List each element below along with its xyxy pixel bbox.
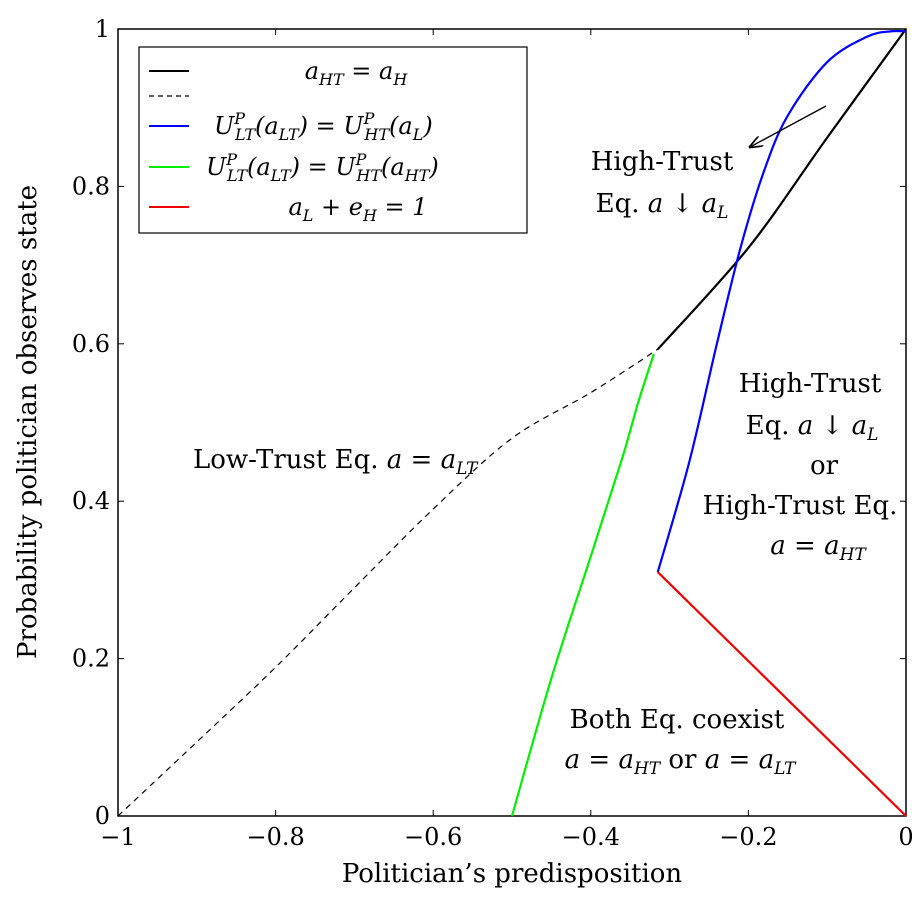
x-tick-label: −0.2: [719, 823, 777, 851]
y-tick-label: 0.4: [72, 487, 110, 515]
legend-box: [138, 46, 528, 234]
legend: aHT = aH UP LT(aLT) = UP HT(aL) UP LT(aLT) …: [138, 46, 528, 234]
y-axis-label: Probability politician observes state: [13, 185, 43, 659]
legend-label-4: aL + eH = 1: [288, 193, 427, 225]
series-blue-boundary: [656, 29, 907, 573]
annotation-line: or: [810, 451, 839, 481]
annotation-high-trust-middle: High-Trust Eq. a ↓ aL or High-Trust Eq. …: [703, 369, 898, 565]
annotation-both-eq: Both Eq. coexist a = aHT or a = aLT: [565, 705, 797, 779]
y-tick-label: 0.8: [72, 172, 110, 200]
annotation-arrow: [750, 105, 827, 147]
x-tick-label: −0.4: [562, 823, 620, 851]
x-tick-label: 0: [898, 823, 912, 851]
annotation-line: Both Eq. coexist: [570, 705, 785, 735]
annotation-line: Eq. a ↓ aL: [746, 411, 879, 445]
annotation-line: Low-Trust Eq. a = aLT: [193, 445, 479, 479]
annotation-line: High-Trust: [591, 147, 734, 177]
axis-ticks: −1 −0.8 −0.6 −0.4 −0.2 0 0 0.2 0.4 0.6 0.8 1: [72, 15, 912, 851]
y-tick-label: 0: [95, 802, 110, 830]
series-low-trust-dashed: [117, 348, 659, 817]
y-tick-label: 0.6: [72, 330, 110, 358]
annotation-line: a = aHT: [770, 531, 867, 565]
legend-label-3: UP LT(aLT) = UP HT(aHT): [206, 150, 439, 185]
x-tick-label: −1: [100, 823, 135, 851]
y-tick-label: 0.2: [72, 645, 110, 673]
x-tick-label: −0.8: [246, 823, 304, 851]
annotation-line: High-Trust Eq.: [703, 491, 898, 521]
series-a-ht-equals-a-h: [656, 28, 907, 351]
legend-label-0: aHT = aH: [305, 57, 409, 89]
annotation-high-trust-top: High-Trust Eq. a ↓ aL: [591, 147, 734, 223]
annotation-line: Eq. a ↓ aL: [596, 189, 729, 223]
series-green-boundary: [510, 353, 655, 817]
series-red-boundary: [657, 571, 907, 817]
annotation-line: High-Trust: [739, 369, 882, 399]
annotation-line: a = aHT or a = aLT: [565, 745, 797, 779]
annotation-low-trust: Low-Trust Eq. a = aLT: [193, 445, 479, 479]
series-group: [117, 28, 907, 817]
x-tick-label: −0.6: [404, 823, 462, 851]
y-tick-label: 1: [95, 15, 110, 43]
x-axis-label: Politician’s predisposition: [342, 859, 683, 889]
